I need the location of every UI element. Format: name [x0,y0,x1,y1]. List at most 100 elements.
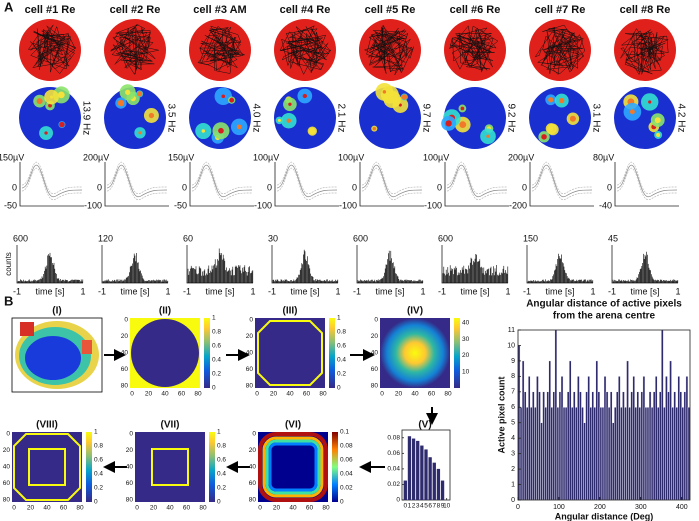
bar [407,436,412,500]
colorbar-tick: 0.8 [217,443,226,450]
y-tick-label: 10 [507,342,515,349]
bar [681,407,685,501]
bar [663,407,666,501]
colorbar-tick: 0.2 [212,371,221,378]
waveform-tick: 0 [182,182,187,192]
x-tick-label: 0 [516,504,520,511]
matrix [258,432,328,502]
colorbar-tick: 0.06 [340,457,353,464]
rate-blob [541,134,547,140]
y-tick-label: 7 [511,389,515,396]
rate-blob [401,94,408,100]
waveform-tick: 100µV [423,152,449,162]
trajectory [279,25,332,75]
matrix-xtick: 40 [286,391,294,398]
bar [534,407,537,501]
panel-label: A [4,0,14,14]
step-label: (V) [418,420,431,431]
waveform-axis [19,162,84,207]
matrix-ytick: 0 [249,317,253,324]
rate-blob [382,90,387,94]
bar [622,391,625,501]
bar [646,407,650,501]
matrix [257,320,323,386]
matrix [380,318,450,388]
matrix-ytick: 60 [3,480,11,487]
acg-bars [17,252,84,283]
colorbar-tick: 0.4 [212,357,221,364]
matrix-ytick: 60 [121,366,129,373]
matrix-xtick: 80 [194,391,202,398]
rate-blob [302,93,308,99]
bar [595,360,599,501]
acg-xtick: 1 [335,286,340,296]
waveform [191,167,253,201]
bar [403,480,407,500]
acg-xtick: time [s] [630,286,659,296]
rate-blob [654,117,661,124]
bar [548,360,551,501]
acg-max: 600 [13,233,28,243]
matrix-xtick: 0 [255,391,259,398]
bar [661,329,664,501]
waveform [616,167,678,201]
y-tick-label: 11 [508,327,515,334]
bar [411,438,416,500]
matrix-xtick: 40 [289,505,297,512]
colorbar-tick: 0.1 [340,429,349,436]
rate-blob [398,103,402,107]
rate-blob [49,95,54,99]
bar [677,376,680,501]
matrix-ytick: 20 [121,333,129,340]
waveform-axis [274,162,339,207]
rate-blob [549,126,554,131]
rate-blob [57,91,65,99]
x-tick-label: 8 [437,503,441,510]
bar [620,407,623,501]
bar [614,407,617,501]
waveform [531,167,593,201]
cell-title: cell #2 Re [110,4,161,16]
x-tick-label: 0 [403,503,407,510]
colorbar-tick: 0 [212,385,216,392]
rate-blob [148,112,155,119]
bar [659,391,662,501]
colorbar-tick: 30 [462,336,470,343]
bar [626,360,629,501]
bar [550,407,554,501]
rate-blob [559,97,565,104]
colorbar-tick: 0.04 [340,471,353,478]
x-tick-label: 5 [424,503,428,510]
matrix-xtick: 20 [27,505,35,512]
waveform-tick: 150µV [0,152,24,162]
matrix [28,448,66,486]
step-label: (IV) [407,306,423,317]
waveform-axis [104,162,169,207]
waveform-axis [529,162,594,207]
bar [597,391,601,501]
matrix-ytick: 20 [249,447,257,454]
acg-xtick: -1 [13,286,21,296]
matrix-ytick: 20 [3,447,11,454]
acg-xtick: time [s] [375,286,404,296]
colorbar-tick: 1 [217,429,221,436]
rate-map [82,340,92,354]
bar [528,376,531,501]
bar [654,376,658,501]
rate-blob [569,115,576,122]
waveform-tick: 0 [437,182,442,192]
firing-rate: 2.1 Hz [335,104,346,133]
matrix [12,432,82,502]
rate-map [20,322,34,336]
x-tick-label: 3 [416,503,420,510]
x-tick-label: 100 [553,504,565,511]
bar [540,422,543,501]
acg-xtick: 1 [165,286,170,296]
waveform-tick: 200µV [508,152,534,162]
bar [644,407,648,501]
matrix [268,442,318,492]
bar [560,376,564,501]
matrix-xtick: 20 [150,505,158,512]
